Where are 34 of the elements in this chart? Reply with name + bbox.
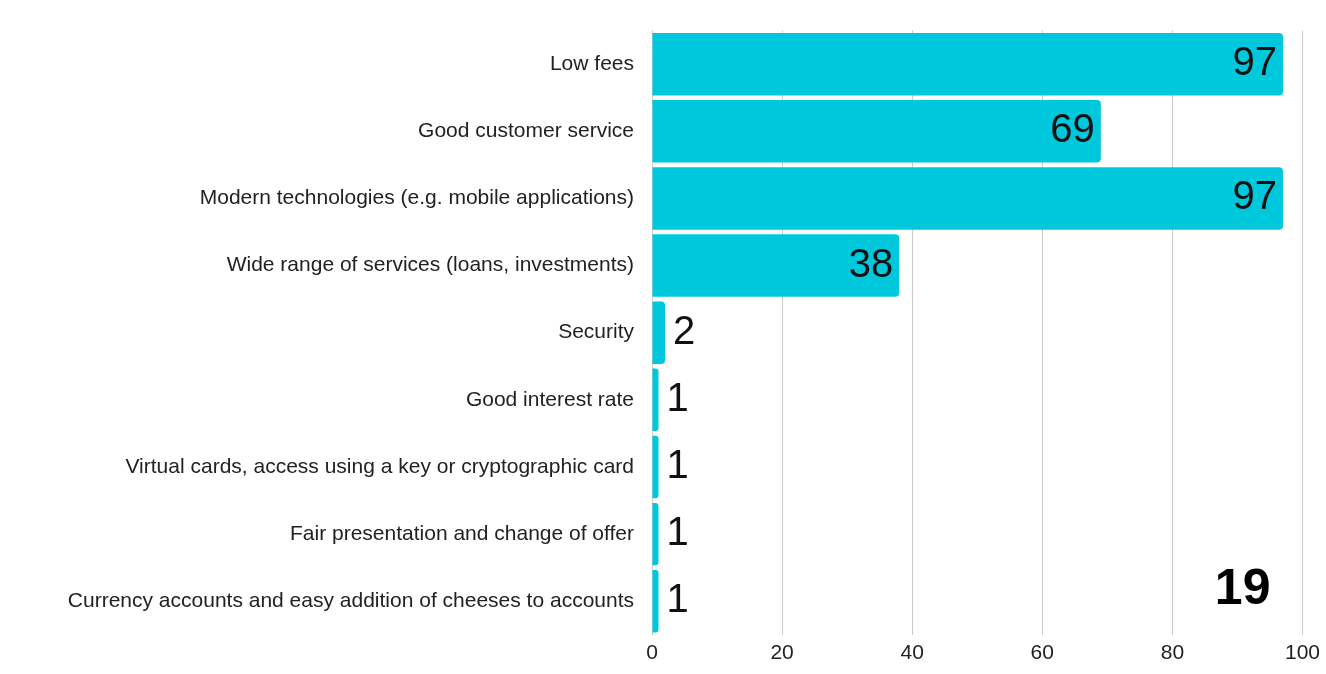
- y-tick-label: Fair presentation and change of offer: [289, 520, 634, 544]
- data-label: 1: [666, 576, 689, 621]
- x-tick-label: 80: [1160, 640, 1185, 664]
- data-label: 1: [666, 442, 689, 486]
- bar: [652, 301, 666, 364]
- y-tick-label: Good customer service: [418, 118, 634, 142]
- y-tick-label: Wide range of services (loans, investments): [226, 252, 634, 276]
- bar: [652, 502, 659, 566]
- annotation: 19: [1214, 558, 1271, 615]
- x-tick-label: 100: [1284, 640, 1320, 664]
- x-tick-label: 60: [1030, 640, 1054, 664]
- x-tick-label: 20: [770, 640, 794, 664]
- bar: [652, 435, 659, 499]
- y-tick-label: Currency accounts and easy addition of cheeses to accounts: [67, 588, 634, 612]
- data-label: 2: [673, 307, 696, 352]
- bar: [652, 100, 1101, 163]
- bar: [652, 32, 1283, 96]
- data-label: 97: [1232, 173, 1277, 218]
- data-label: 69: [1050, 106, 1095, 151]
- x-tick-label: 0: [646, 640, 658, 664]
- y-tick-label: Virtual cards, access using a key or cryptographic card: [125, 453, 634, 477]
- y-tick-label: Security: [558, 319, 635, 343]
- y-tick-label: Modern technologies (e.g. mobile applications): [199, 185, 634, 209]
- data-label: 1: [666, 509, 689, 554]
- data-label: 97: [1232, 39, 1277, 84]
- bar: [652, 570, 659, 633]
- bar: [652, 368, 659, 432]
- data-label: 38: [848, 240, 894, 285]
- bar: [652, 234, 900, 297]
- y-tick-label: Good interest rate: [465, 386, 634, 410]
- data-label: 1: [666, 374, 689, 419]
- bar: [652, 167, 1283, 230]
- x-tick-label: 40: [900, 640, 924, 664]
- y-tick-label: Low fees: [549, 50, 634, 74]
